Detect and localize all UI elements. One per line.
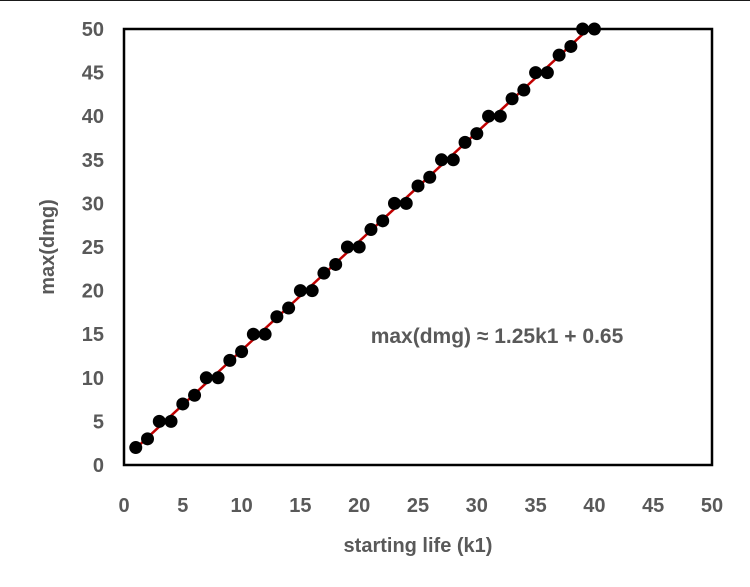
data-point <box>505 92 519 106</box>
x-tick-label: 50 <box>701 495 723 517</box>
data-point <box>329 257 343 271</box>
plot-area <box>122 27 714 467</box>
data-point <box>587 22 601 36</box>
data-point <box>540 66 554 80</box>
data-point <box>552 48 566 62</box>
y-tick-label: 30 <box>82 193 104 215</box>
data-point <box>352 240 366 254</box>
data-point <box>246 327 260 341</box>
x-tick-label: 10 <box>230 495 252 517</box>
data-point <box>423 170 437 184</box>
x-axis-title: starting life (k1) <box>344 535 493 557</box>
y-tick-labels: 0 5 10 15 20 25 30 35 40 45 50 <box>82 19 104 477</box>
data-point <box>529 66 543 80</box>
y-tick-label: 45 <box>82 63 104 85</box>
data-point <box>576 22 590 36</box>
data-point <box>458 135 472 149</box>
y-tick-label: 5 <box>93 411 104 433</box>
data-point <box>223 353 237 367</box>
x-tick-label: 15 <box>289 495 311 517</box>
x-tick-label: 5 <box>177 495 188 517</box>
data-point <box>482 109 496 123</box>
x-tick-labels: 0 5 10 15 20 25 30 35 40 45 50 <box>118 495 723 517</box>
data-point <box>470 127 484 141</box>
data-point <box>399 196 413 210</box>
y-tick-label: 20 <box>82 281 104 303</box>
y-tick-label: 10 <box>82 368 104 390</box>
x-tick-label: 30 <box>466 495 488 517</box>
x-tick-label: 0 <box>118 495 129 517</box>
data-point <box>152 414 166 428</box>
y-axis-title: max(dmg) <box>37 199 59 295</box>
data-point <box>188 388 202 402</box>
data-point <box>305 284 319 298</box>
data-point <box>282 301 296 315</box>
data-point <box>293 284 307 298</box>
data-point <box>317 266 331 280</box>
data-point <box>340 240 354 254</box>
data-point <box>211 371 225 385</box>
data-point <box>517 83 531 97</box>
data-point <box>411 179 425 193</box>
data-points <box>129 22 601 455</box>
data-point <box>435 153 449 167</box>
data-point <box>493 109 507 123</box>
data-point <box>199 371 213 385</box>
x-tick-label: 40 <box>583 495 605 517</box>
x-tick-label: 35 <box>524 495 546 517</box>
y-tick-label: 40 <box>82 106 104 128</box>
data-point <box>446 153 460 167</box>
x-tick-label: 25 <box>407 495 429 517</box>
data-point <box>387 196 401 210</box>
data-point <box>164 414 178 428</box>
data-point <box>364 223 378 237</box>
y-tick-label: 35 <box>82 150 104 172</box>
top-border <box>0 0 750 1</box>
data-point <box>129 441 143 455</box>
y-tick-label: 0 <box>93 455 104 477</box>
y-tick-label: 25 <box>82 237 104 259</box>
data-point <box>258 327 272 341</box>
x-tick-label: 45 <box>642 495 664 517</box>
data-point <box>235 345 249 359</box>
data-point <box>141 432 155 446</box>
y-tick-label: 15 <box>82 324 104 346</box>
data-point <box>564 39 578 53</box>
y-tick-label: 50 <box>82 19 104 41</box>
data-point <box>270 310 284 324</box>
data-point <box>176 397 190 411</box>
data-point <box>376 214 390 228</box>
x-tick-label: 20 <box>348 495 370 517</box>
fit-equation-annotation: max(dmg) ≈ 1.25k1 + 0.65 <box>371 325 624 348</box>
